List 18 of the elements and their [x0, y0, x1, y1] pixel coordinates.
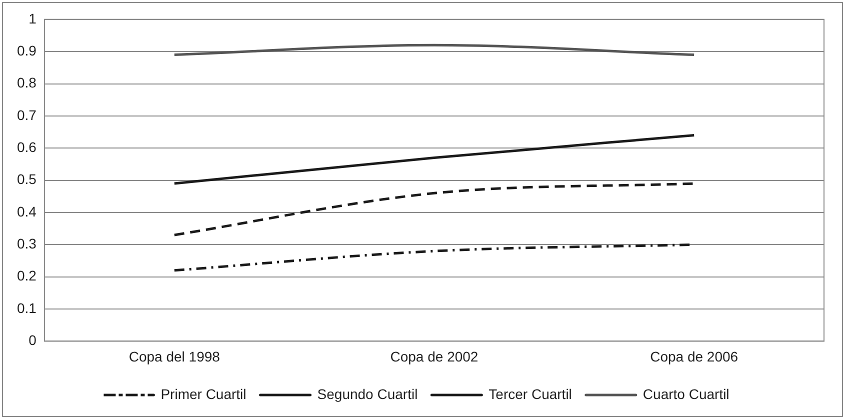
legend-label: Primer Cuartil — [160, 386, 246, 402]
y-tick-label: 0.9 — [16, 42, 37, 58]
y-tick-label: 0.5 — [16, 171, 37, 188]
y-tick-label: 0 — [28, 332, 37, 348]
y-tick-label: 0.4 — [16, 203, 37, 220]
y-tick-label: 0.1 — [16, 300, 37, 316]
legend-label: Cuarto Cuartil — [642, 386, 730, 402]
y-tick-label: 0.3 — [16, 236, 37, 252]
x-tick-label: Copa de 2006 — [650, 348, 738, 364]
x-tick-label: Copa del 1998 — [128, 348, 220, 364]
x-tick-label: Copa de 2002 — [390, 348, 478, 364]
legend-label: Tercer Cuartil — [488, 386, 572, 402]
y-tick-label: 0.2 — [16, 268, 37, 284]
legend-label: Segundo Cuartil — [317, 386, 418, 402]
y-tick-label: 0.6 — [16, 138, 37, 155]
y-tick-label: 0.8 — [16, 74, 37, 91]
y-tick-label: 0.7 — [16, 106, 37, 123]
y-tick-label: 1 — [28, 10, 37, 26]
